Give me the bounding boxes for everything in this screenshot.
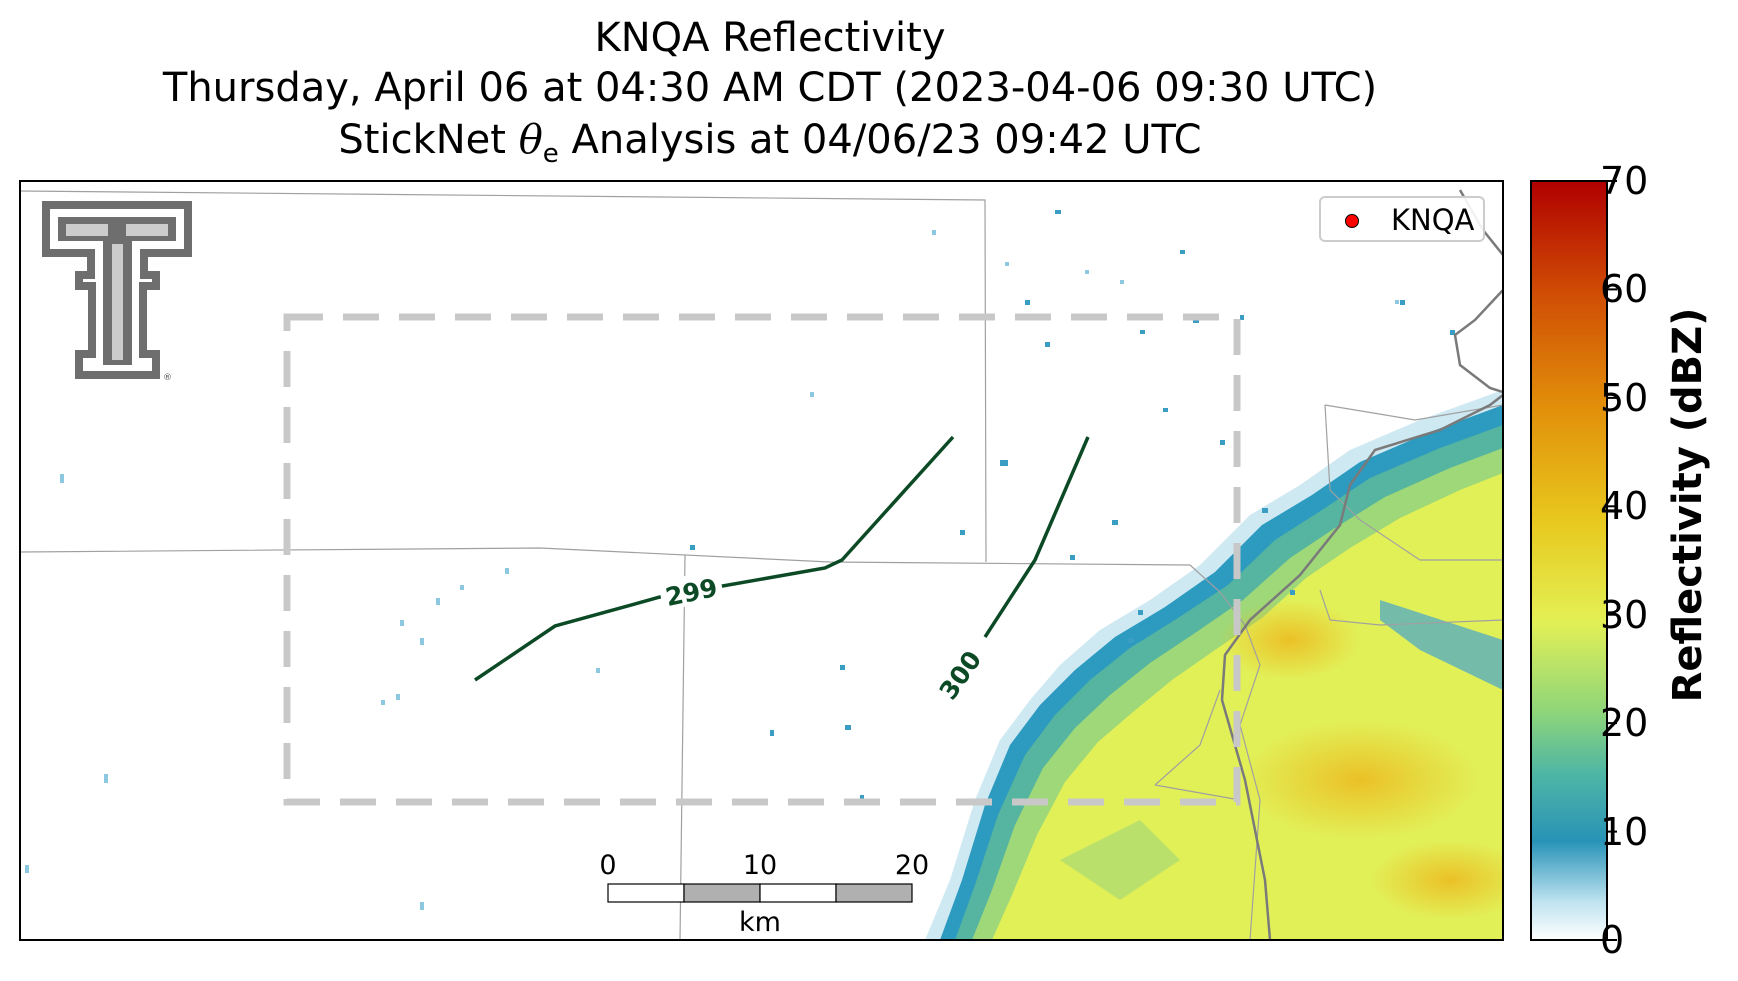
county-boundaries — [20, 190, 1503, 940]
scale-bar-label-20: 20 — [894, 850, 930, 881]
legend-label: KNQA — [1391, 203, 1475, 237]
state-boundary-line — [1220, 394, 1503, 940]
radar-site-marker-icon — [1345, 214, 1359, 228]
theta-symbol: θ — [518, 117, 543, 163]
analysis-domain-box — [283, 313, 1241, 806]
colorbar-label: Reflectivity (dBZ) — [1665, 307, 1711, 703]
map-panel: 299 300 ® — [20, 181, 1503, 940]
contour-300-line — [983, 436, 1090, 638]
theta-subscript: e — [542, 139, 559, 169]
contour-299-line — [474, 435, 955, 682]
colorbar-tick-label: 10 — [1600, 809, 1649, 854]
logo-registered-mark: ® — [163, 373, 172, 383]
colorbar-tick-label: 50 — [1600, 375, 1649, 420]
colorbar-tick-label: 30 — [1600, 592, 1649, 637]
colorbar-tick-label: 40 — [1600, 484, 1649, 529]
radar-echo-field — [25, 210, 1503, 940]
colorbar-tick-label: 60 — [1600, 267, 1649, 312]
analysis-subtitle: StickNet θe Analysis at 04/06/23 09:42 U… — [0, 116, 1540, 178]
scale-bar — [607, 883, 913, 903]
map-frame — [19, 180, 1504, 941]
river-line-2 — [1453, 289, 1503, 394]
scale-bar-label-0: 0 — [599, 850, 617, 881]
colorbar-tick-label: 70 — [1600, 159, 1649, 203]
scale-bar-label-10: 10 — [742, 850, 778, 881]
colorbar-tick-label: 20 — [1600, 701, 1649, 746]
map-legend: KNQA — [1319, 196, 1485, 242]
texas-tech-logo: ® — [42, 201, 192, 383]
analysis-subtitle-suffix: Analysis at 04/06/23 09:42 UTC — [558, 117, 1202, 163]
scale-bar-unit: km — [739, 907, 781, 938]
figure-time-subtitle: Thursday, April 06 at 04:30 AM CDT (2023… — [162, 65, 1378, 111]
analysis-subtitle-prefix: StickNet — [338, 117, 519, 163]
colorbar — [1530, 180, 1608, 941]
figure-title: KNQA Reflectivity — [594, 15, 946, 61]
colorbar-ticks — [1607, 180, 1617, 941]
colorbar-tick-label: 0 — [1600, 918, 1625, 962]
